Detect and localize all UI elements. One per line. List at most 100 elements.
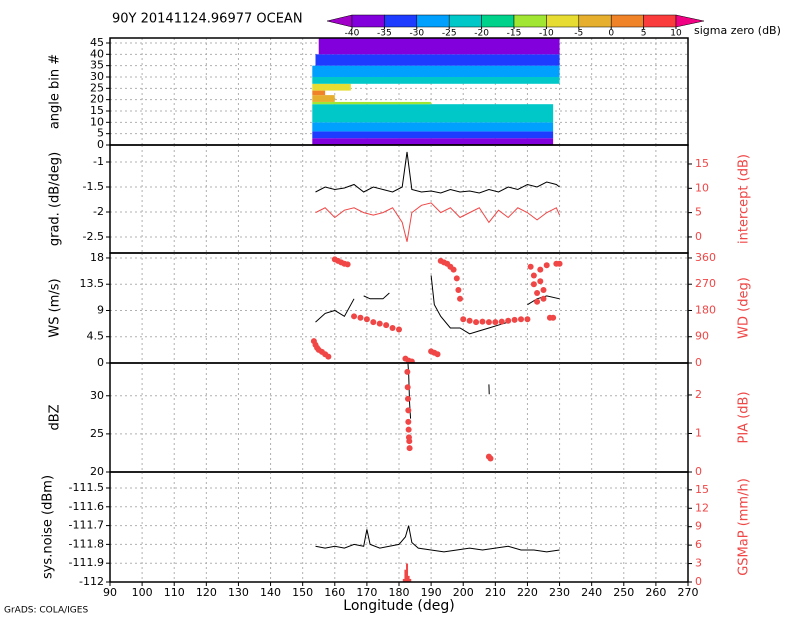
data-point bbox=[518, 316, 525, 323]
colorbar-tick-label: -25 bbox=[442, 29, 457, 39]
heatmap-cell bbox=[312, 83, 351, 91]
x-tick-label: 110 bbox=[164, 586, 185, 599]
x-tick-label: 250 bbox=[613, 586, 634, 599]
y-tick-label: -111.5 bbox=[69, 481, 104, 494]
x-tick-label: 210 bbox=[485, 586, 506, 599]
data-point bbox=[534, 289, 541, 296]
y2-tick-label: 15 bbox=[695, 483, 709, 496]
y-tick-label: -2.5 bbox=[83, 230, 104, 243]
y-tick-label: -111.8 bbox=[69, 537, 104, 550]
data-point bbox=[524, 316, 531, 323]
plot-area bbox=[110, 472, 688, 582]
data-point bbox=[550, 314, 557, 321]
y2-tick-label: 360 bbox=[695, 251, 716, 264]
x-axis-label: Longitude (deg) bbox=[343, 598, 454, 614]
x-tick-label: 170 bbox=[356, 586, 377, 599]
data-point bbox=[505, 317, 512, 324]
data-point bbox=[498, 318, 505, 325]
data-point bbox=[405, 418, 412, 425]
bar bbox=[406, 563, 409, 582]
heatmap-cell bbox=[312, 76, 560, 84]
y-tick-label: -1 bbox=[93, 155, 104, 168]
y-tick-label: 35 bbox=[90, 59, 104, 72]
x-tick-label: 270 bbox=[678, 586, 699, 599]
data-point bbox=[408, 358, 415, 363]
chart-title: 90Y 20141124.96977 OCEAN bbox=[112, 12, 303, 27]
data-point bbox=[457, 295, 464, 302]
y-tick-label: 20 bbox=[90, 465, 104, 478]
y-tick-label: -111.7 bbox=[69, 519, 104, 532]
y-tick-label: 18 bbox=[90, 251, 104, 264]
data-point bbox=[434, 351, 441, 358]
data-line bbox=[315, 202, 561, 242]
y2-tick-label: 270 bbox=[695, 277, 716, 290]
data-point bbox=[455, 287, 462, 294]
heatmap-cell bbox=[312, 104, 554, 123]
heatmap-cell bbox=[318, 38, 560, 55]
bar bbox=[407, 575, 410, 582]
data-point bbox=[405, 407, 412, 414]
y2-tick-label: 90 bbox=[695, 330, 709, 343]
y2-tick-label: 10 bbox=[695, 181, 709, 194]
heatmap-cell bbox=[312, 90, 326, 96]
data-point bbox=[351, 313, 358, 320]
colorbar-segment bbox=[610, 14, 644, 28]
x-tick-label: 230 bbox=[549, 586, 570, 599]
data-point bbox=[487, 455, 494, 462]
data-point bbox=[530, 281, 537, 288]
y-tick-label: 0 bbox=[97, 356, 104, 369]
data-point bbox=[450, 266, 457, 273]
data-point bbox=[357, 314, 364, 321]
data-point bbox=[404, 395, 411, 402]
data-line bbox=[315, 275, 560, 335]
x-tick-label: 150 bbox=[292, 586, 313, 599]
heatmap-cell bbox=[312, 101, 432, 105]
colorbar-tick-label: -5 bbox=[574, 29, 583, 39]
x-tick-label: 100 bbox=[132, 586, 153, 599]
x-tick-label: 220 bbox=[517, 586, 538, 599]
data-point bbox=[389, 324, 396, 331]
x-tick-label: 120 bbox=[196, 586, 217, 599]
data-point bbox=[534, 298, 541, 305]
y2-tick-label: 2 bbox=[695, 388, 702, 401]
data-point bbox=[325, 353, 332, 360]
colorbar-tick-label: 0 bbox=[608, 29, 614, 39]
data-point bbox=[537, 266, 544, 273]
y-axis-label: WS (m/s) bbox=[48, 278, 63, 337]
data-point bbox=[485, 319, 492, 326]
colorbar-tick-label: 5 bbox=[641, 29, 647, 39]
y-tick-label: -2 bbox=[93, 205, 104, 218]
colorbar-label: sigma zero (dB) bbox=[694, 24, 781, 37]
data-point bbox=[530, 272, 537, 279]
y-tick-label: 30 bbox=[90, 389, 104, 402]
colorbar-segment bbox=[416, 14, 450, 28]
data-point bbox=[540, 287, 547, 294]
y2-tick-label: 6 bbox=[695, 538, 702, 551]
plot-area bbox=[110, 145, 688, 253]
y-tick-label: 40 bbox=[90, 47, 104, 60]
data-point bbox=[405, 426, 412, 433]
y-tick-label: -111.9 bbox=[69, 556, 104, 569]
y-tick-label: 10 bbox=[90, 115, 104, 128]
y2-tick-label: 180 bbox=[695, 303, 716, 316]
data-point bbox=[344, 261, 351, 268]
x-tick-label: 130 bbox=[228, 586, 249, 599]
plot-area bbox=[110, 363, 688, 472]
y2-tick-label: 0 bbox=[695, 356, 702, 369]
data-point bbox=[376, 320, 383, 327]
y2-axis-label: intercept (dB) bbox=[737, 154, 752, 244]
y2-tick-label: 1 bbox=[695, 426, 702, 439]
x-tick-label: 260 bbox=[645, 586, 666, 599]
y2-tick-label: 0 bbox=[695, 575, 702, 588]
y-tick-label: -1.5 bbox=[83, 180, 104, 193]
x-tick-label: 190 bbox=[421, 586, 442, 599]
data-point bbox=[479, 318, 486, 325]
x-tick-label: 200 bbox=[453, 586, 474, 599]
colorbar-tick-label: 10 bbox=[670, 29, 682, 39]
colorbar-segment bbox=[643, 14, 677, 28]
heatmap-cell bbox=[312, 65, 560, 77]
data-point bbox=[404, 368, 411, 375]
colorbar-tick-label: -40 bbox=[345, 29, 360, 39]
data-point bbox=[527, 263, 534, 270]
data-point bbox=[473, 319, 480, 326]
